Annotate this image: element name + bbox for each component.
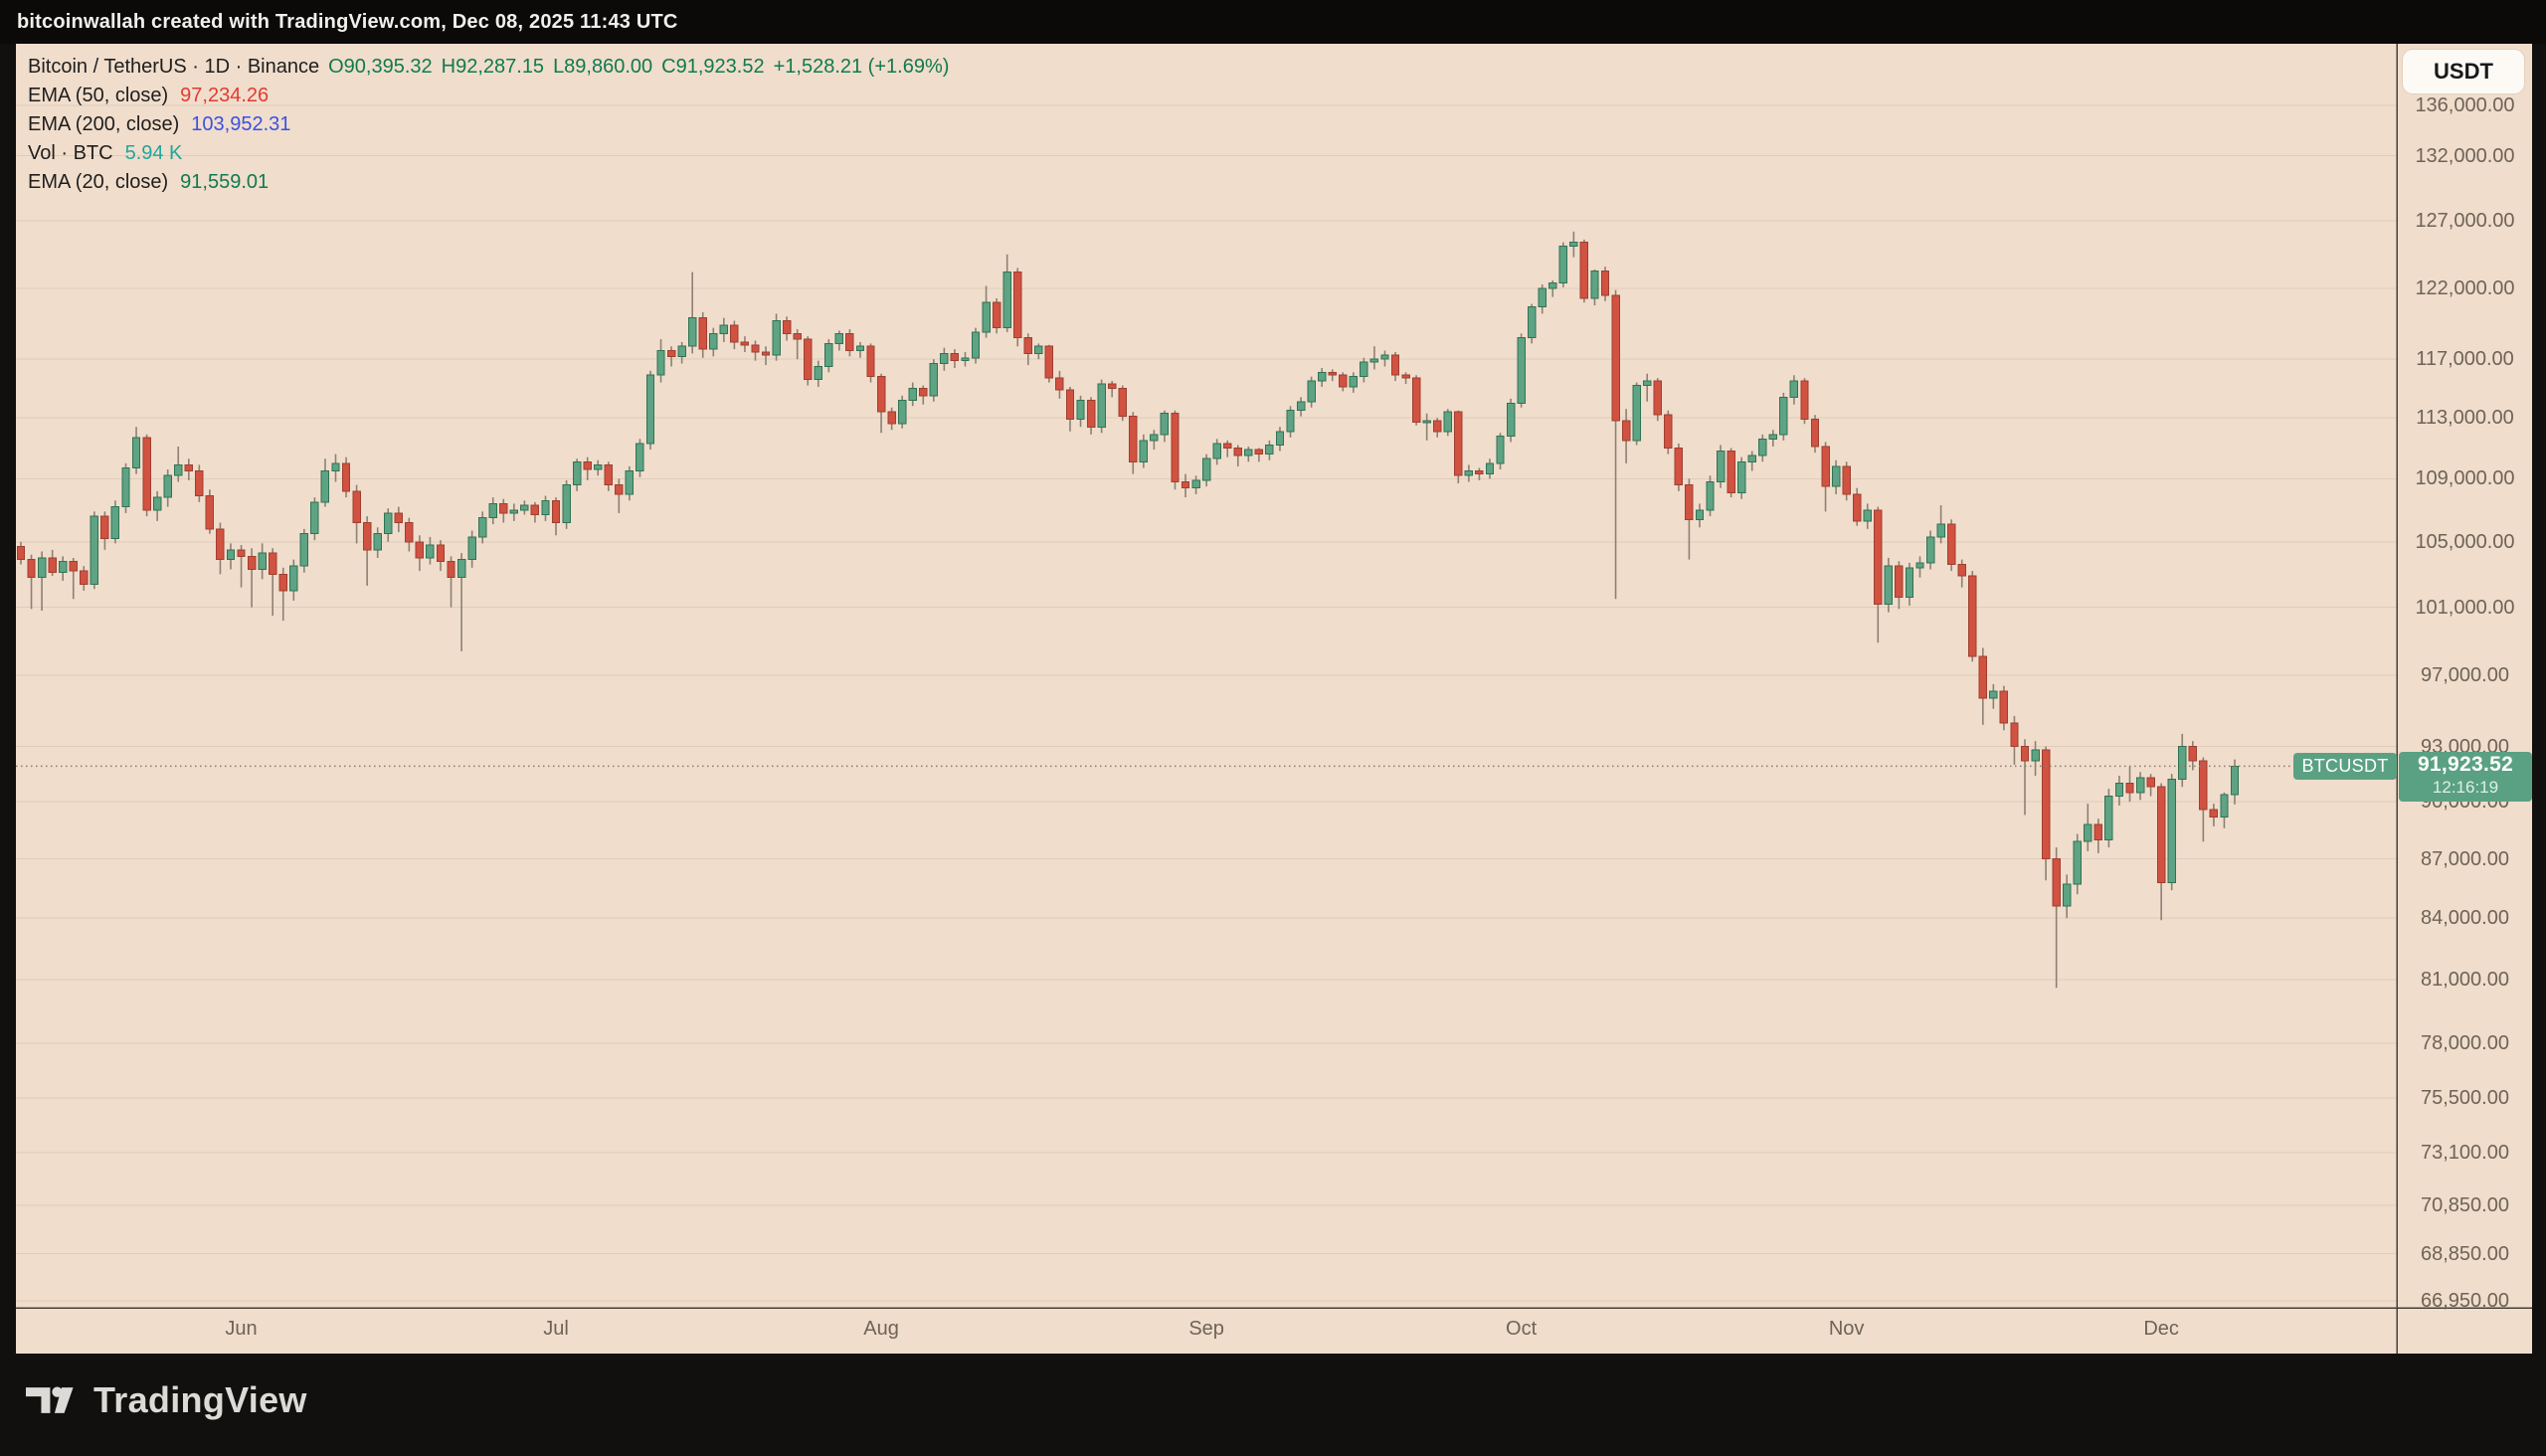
legend-part: O90,395.32 bbox=[328, 56, 433, 78]
legend-ema20-row[interactable]: EMA (20, close) 91,559.01 bbox=[28, 171, 277, 197]
price-axis-label: 101,000.00 bbox=[2415, 596, 2515, 619]
price-axis-label: 93,000.00 bbox=[2421, 735, 2509, 758]
price-axis-label: 70,850.00 bbox=[2421, 1193, 2509, 1216]
time-axis-label-aug: Aug bbox=[863, 1318, 899, 1340]
legend-volume-row[interactable]: Vol · BTC 5.94 K bbox=[28, 142, 191, 168]
tradingview-logo-icon bbox=[26, 1386, 74, 1413]
price-axis-label: 109,000.00 bbox=[2415, 467, 2515, 490]
price-axis-label: 122,000.00 bbox=[2415, 277, 2515, 300]
tradingview-branding[interactable]: TradingView bbox=[26, 1374, 307, 1426]
time-axis-label-jul: Jul bbox=[543, 1318, 569, 1340]
tradingview-wordmark: TradingView bbox=[93, 1379, 307, 1420]
legend-part: C91,923.52 bbox=[661, 56, 765, 78]
chart-panel bbox=[16, 44, 2532, 1354]
ema50-label: EMA (50, close) bbox=[28, 85, 169, 106]
last-price-badge: 91,923.52 12:16:19 bbox=[2399, 752, 2532, 803]
price-axis-label: 66,950.00 bbox=[2421, 1290, 2509, 1312]
price-axis-label: 127,000.00 bbox=[2415, 210, 2515, 233]
ema200-label: EMA (200, close) bbox=[28, 113, 180, 135]
price-axis-label: 136,000.00 bbox=[2415, 94, 2515, 116]
price-axis-label: 113,000.00 bbox=[2416, 407, 2514, 430]
ema20-label: EMA (20, close) bbox=[28, 171, 169, 193]
price-axis-label: 75,500.00 bbox=[2421, 1087, 2509, 1110]
currency-unit-button[interactable]: USDT bbox=[2403, 50, 2524, 93]
price-axis-label: 78,000.00 bbox=[2421, 1031, 2509, 1054]
attribution-bar: bitcoinwallah created with TradingView.c… bbox=[0, 0, 2546, 44]
time-axis-label-dec: Dec bbox=[2143, 1318, 2179, 1340]
last-price-value: 91,923.52 bbox=[2417, 753, 2514, 777]
time-axis-label-oct: Oct bbox=[1506, 1318, 1538, 1340]
price-axis-label: 105,000.00 bbox=[2415, 530, 2515, 553]
legend-part: L89,860.00 bbox=[553, 56, 653, 78]
price-axis-label: 84,000.00 bbox=[2421, 907, 2509, 930]
price-axis-label: 68,850.00 bbox=[2421, 1242, 2509, 1265]
price-axis-label: 87,000.00 bbox=[2421, 847, 2509, 870]
attribution-text: bitcoinwallah created with TradingView.c… bbox=[17, 11, 678, 33]
volume-value: 5.94 K bbox=[124, 142, 183, 164]
price-axis-label: 97,000.00 bbox=[2421, 664, 2509, 687]
price-axis-label: 73,100.00 bbox=[2421, 1141, 2509, 1164]
time-axis-label-nov: Nov bbox=[1828, 1318, 1865, 1340]
ema20-value: 91,559.01 bbox=[180, 171, 270, 193]
volume-label: Vol · BTC bbox=[28, 142, 113, 164]
legend-part: +1,528.21 (+1.69%) bbox=[773, 56, 950, 78]
legend-ema200-row[interactable]: EMA (200, close) 103,952.31 bbox=[28, 113, 299, 139]
symbol-price-label: BTCUSDT bbox=[2293, 752, 2397, 780]
bar-countdown: 12:16:19 bbox=[2432, 778, 2499, 798]
legend-symbol-row[interactable]: Bitcoin / TetherUS · 1D · Binance O90,395… bbox=[28, 56, 958, 82]
legend-ema50-row[interactable]: EMA (50, close) 97,234.26 bbox=[28, 85, 277, 110]
ema50-value: 97,234.26 bbox=[180, 85, 270, 106]
price-axis-label: 81,000.00 bbox=[2421, 968, 2509, 991]
price-axis-label: 117,000.00 bbox=[2416, 348, 2514, 371]
price-axis-label: 132,000.00 bbox=[2415, 144, 2515, 167]
legend-part: H92,287.15 bbox=[441, 56, 545, 78]
time-axis-label-jun: Jun bbox=[225, 1318, 258, 1340]
ema200-value: 103,952.31 bbox=[191, 113, 291, 135]
legend-part: Bitcoin / TetherUS · 1D · Binance bbox=[28, 56, 320, 78]
time-axis-label-sep: Sep bbox=[1188, 1318, 1224, 1340]
